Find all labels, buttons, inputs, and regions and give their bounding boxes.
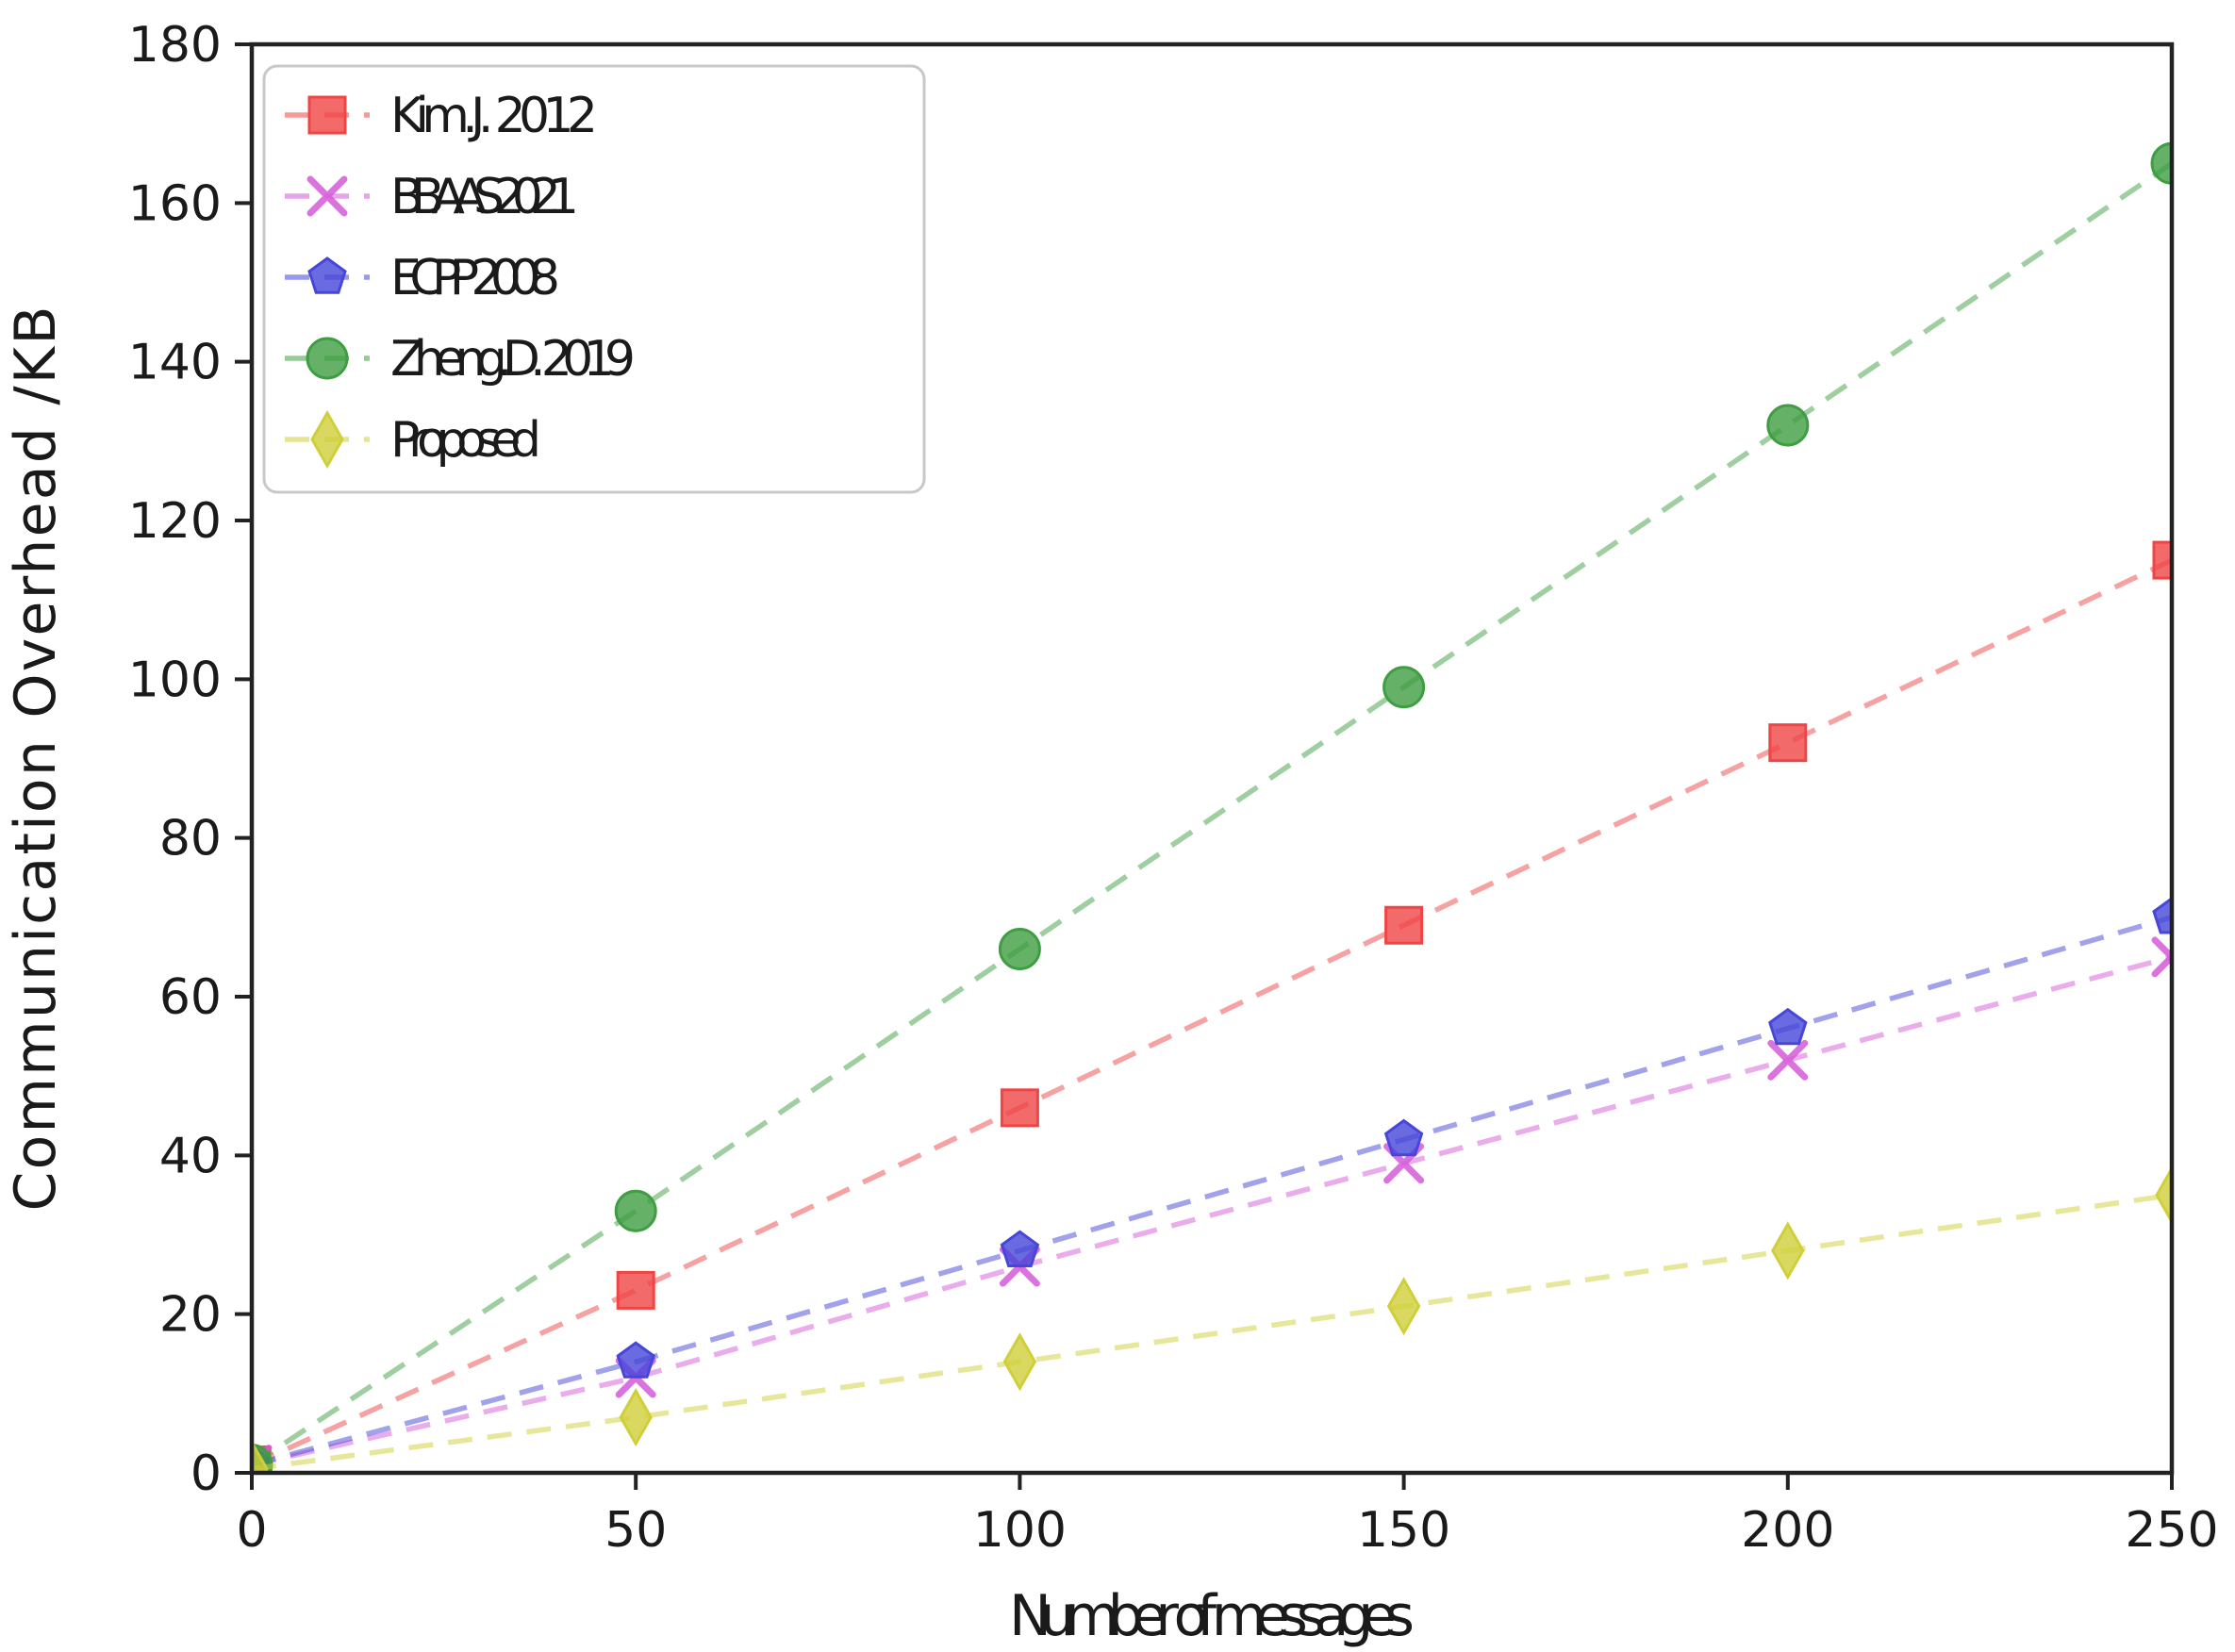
data-point-zheng-d-2019 xyxy=(2150,141,2172,185)
data-point-kim-j-2012 xyxy=(2152,540,2172,580)
data-point-proposed xyxy=(1002,1332,1037,1392)
y-tick-label: 40 xyxy=(159,1128,222,1184)
series-ecpp-2008 xyxy=(252,896,2172,1473)
legend-item-zheng-d-2019: Zheng.D. 2019 xyxy=(285,331,636,388)
legend-label: BBAAS 2021 xyxy=(390,169,579,225)
legend-item-ecpp-2008: ECPP 2008 xyxy=(285,250,560,306)
legend-marker-ecpp-2008 xyxy=(307,256,347,294)
x-axis-label: Number of messages xyxy=(1009,1583,1415,1649)
data-point-proposed xyxy=(252,1439,269,1473)
series-line-proposed xyxy=(252,1192,2172,1472)
y-tick-label: 20 xyxy=(159,1287,222,1344)
data-point-ecpp-2008 xyxy=(1383,1118,1424,1157)
y-tick-label: 80 xyxy=(159,811,222,867)
data-point-kim-j-2012 xyxy=(616,1270,655,1310)
y-tick-label: 140 xyxy=(128,335,222,391)
data-point-proposed xyxy=(619,1388,653,1447)
plot-area xyxy=(252,141,2172,1473)
legend-marker-bbaas-2021 xyxy=(306,175,348,217)
y-tick-label: 100 xyxy=(128,652,222,708)
data-point-zheng-d-2019 xyxy=(1382,666,1426,709)
series-proposed xyxy=(252,1165,2172,1473)
data-point-ecpp-2008 xyxy=(2152,896,2172,934)
x-tick-label: 200 xyxy=(1741,1502,1834,1559)
y-tick-label: 120 xyxy=(128,493,222,550)
legend-label: Proposed xyxy=(390,412,541,469)
legend-marker-kim-j-2012 xyxy=(307,95,347,135)
legend-label: Kim.J. 2012 xyxy=(390,88,598,144)
x-tick-label: 0 xyxy=(236,1502,267,1559)
y-tick-label: 160 xyxy=(128,175,222,232)
legend-marker-zheng-d-2019 xyxy=(306,337,349,380)
series-line-bbaas-2021 xyxy=(252,954,2172,1468)
x-tick-label: 50 xyxy=(604,1502,667,1559)
legend-marker-proposed xyxy=(310,409,344,470)
x-tick-label: 150 xyxy=(1357,1502,1450,1559)
series-kim-j-2012 xyxy=(252,540,2172,1473)
data-point-ecpp-2008 xyxy=(1000,1230,1040,1267)
data-point-proposed xyxy=(1386,1277,1421,1336)
y-tick-label: 60 xyxy=(159,969,222,1026)
y-tick-label: 180 xyxy=(128,17,222,74)
data-point-ecpp-2008 xyxy=(1768,1007,1808,1046)
data-point-ecpp-2008 xyxy=(616,1341,655,1379)
legend: Kim.J. 2012 BBAAS 2021 ECPP 2008 Zheng.D. 2… xyxy=(262,64,926,494)
legend-item-kim-j-2012: Kim.J. 2012 xyxy=(285,88,598,144)
legend-label: Zheng.D. 2019 xyxy=(390,331,636,388)
legend-label: ECPP 2008 xyxy=(390,250,560,306)
data-point-kim-j-2012 xyxy=(1768,723,1808,763)
series-line-ecpp-2008 xyxy=(252,915,2172,1468)
data-point-bbaas-2021 xyxy=(2151,936,2172,978)
legend-item-bbaas-2021: BBAAS 2021 xyxy=(285,169,579,225)
series-line-zheng-d-2019 xyxy=(252,161,2172,1467)
data-point-proposed xyxy=(2155,1165,2172,1225)
x-tick-label: 100 xyxy=(973,1502,1067,1559)
data-point-kim-j-2012 xyxy=(1384,905,1424,945)
y-tick-label: 0 xyxy=(190,1446,222,1502)
legend-box xyxy=(262,64,926,494)
data-point-bbaas-2021 xyxy=(1767,1039,1809,1081)
data-point-proposed xyxy=(1771,1221,1805,1280)
data-point-zheng-d-2019 xyxy=(1766,404,1810,447)
data-point-zheng-d-2019 xyxy=(614,1189,657,1232)
x-tick-label: 250 xyxy=(2125,1502,2218,1559)
data-point-zheng-d-2019 xyxy=(998,928,1041,970)
axes-spines xyxy=(249,41,2175,1476)
y-axis-label: Communication Overhead /KB xyxy=(3,306,69,1212)
data-point-kim-j-2012 xyxy=(1000,1088,1039,1128)
legend-item-proposed: Proposed xyxy=(285,409,541,470)
